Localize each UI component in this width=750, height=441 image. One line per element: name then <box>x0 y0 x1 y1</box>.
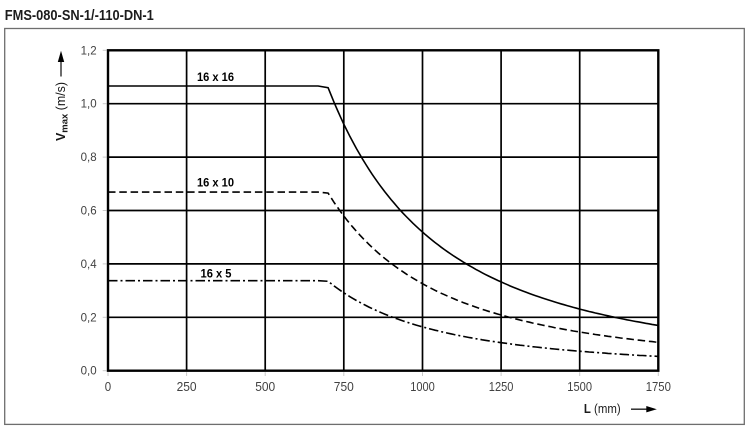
svg-text:16 x 5: 16 x 5 <box>201 268 233 280</box>
svg-text:1250: 1250 <box>489 380 514 394</box>
svg-text:FMS-080-SN-1/-110-DN-1: FMS-080-SN-1/-110-DN-1 <box>5 7 154 24</box>
svg-text:1,2: 1,2 <box>81 43 97 57</box>
svg-text:1000: 1000 <box>410 380 435 394</box>
svg-text:L (mm): L (mm) <box>584 402 621 416</box>
svg-text:1,0: 1,0 <box>81 97 97 111</box>
svg-text:1500: 1500 <box>567 380 592 394</box>
svg-text:Vmax (m/s): Vmax (m/s) <box>54 82 71 141</box>
svg-text:16 x 10: 16 x 10 <box>197 177 234 189</box>
svg-text:0,4: 0,4 <box>81 257 97 271</box>
svg-text:16 x 16: 16 x 16 <box>197 72 234 84</box>
svg-text:0,0: 0,0 <box>81 364 97 378</box>
svg-text:500: 500 <box>255 380 275 394</box>
svg-text:250: 250 <box>177 380 197 394</box>
svg-text:0,8: 0,8 <box>81 150 97 164</box>
svg-text:0: 0 <box>105 380 111 394</box>
svg-text:0,2: 0,2 <box>81 310 97 324</box>
svg-text:1750: 1750 <box>646 380 671 394</box>
svg-text:0,6: 0,6 <box>81 204 97 218</box>
svg-text:750: 750 <box>334 380 354 394</box>
